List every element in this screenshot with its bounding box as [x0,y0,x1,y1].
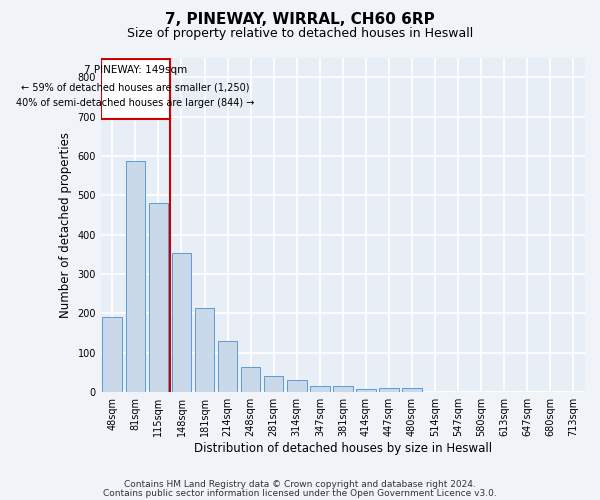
Text: ← 59% of detached houses are smaller (1,250): ← 59% of detached houses are smaller (1,… [22,82,250,92]
Text: 40% of semi-detached houses are larger (844) →: 40% of semi-detached houses are larger (… [16,98,255,108]
Bar [241,368,260,392]
Bar [172,253,191,392]
Bar [125,160,145,392]
Bar [356,388,376,392]
Bar [149,203,168,392]
X-axis label: Distribution of detached houses by size in Heswall: Distribution of detached houses by size … [194,442,492,455]
Y-axis label: Number of detached properties: Number of detached properties [59,132,72,318]
Bar [333,386,353,392]
Bar [310,386,329,392]
Bar [218,341,238,392]
Bar [195,308,214,392]
Text: Contains public sector information licensed under the Open Government Licence v3: Contains public sector information licen… [103,489,497,498]
Bar [287,380,307,392]
Bar [379,388,399,392]
Text: Contains HM Land Registry data © Crown copyright and database right 2024.: Contains HM Land Registry data © Crown c… [124,480,476,489]
Bar [264,376,283,392]
Text: 7, PINEWAY, WIRRAL, CH60 6RP: 7, PINEWAY, WIRRAL, CH60 6RP [165,12,435,28]
Text: 7 PINEWAY: 149sqm: 7 PINEWAY: 149sqm [84,65,187,75]
Bar [101,60,170,118]
Bar [402,388,422,392]
Text: Size of property relative to detached houses in Heswall: Size of property relative to detached ho… [127,28,473,40]
Bar [103,316,122,392]
